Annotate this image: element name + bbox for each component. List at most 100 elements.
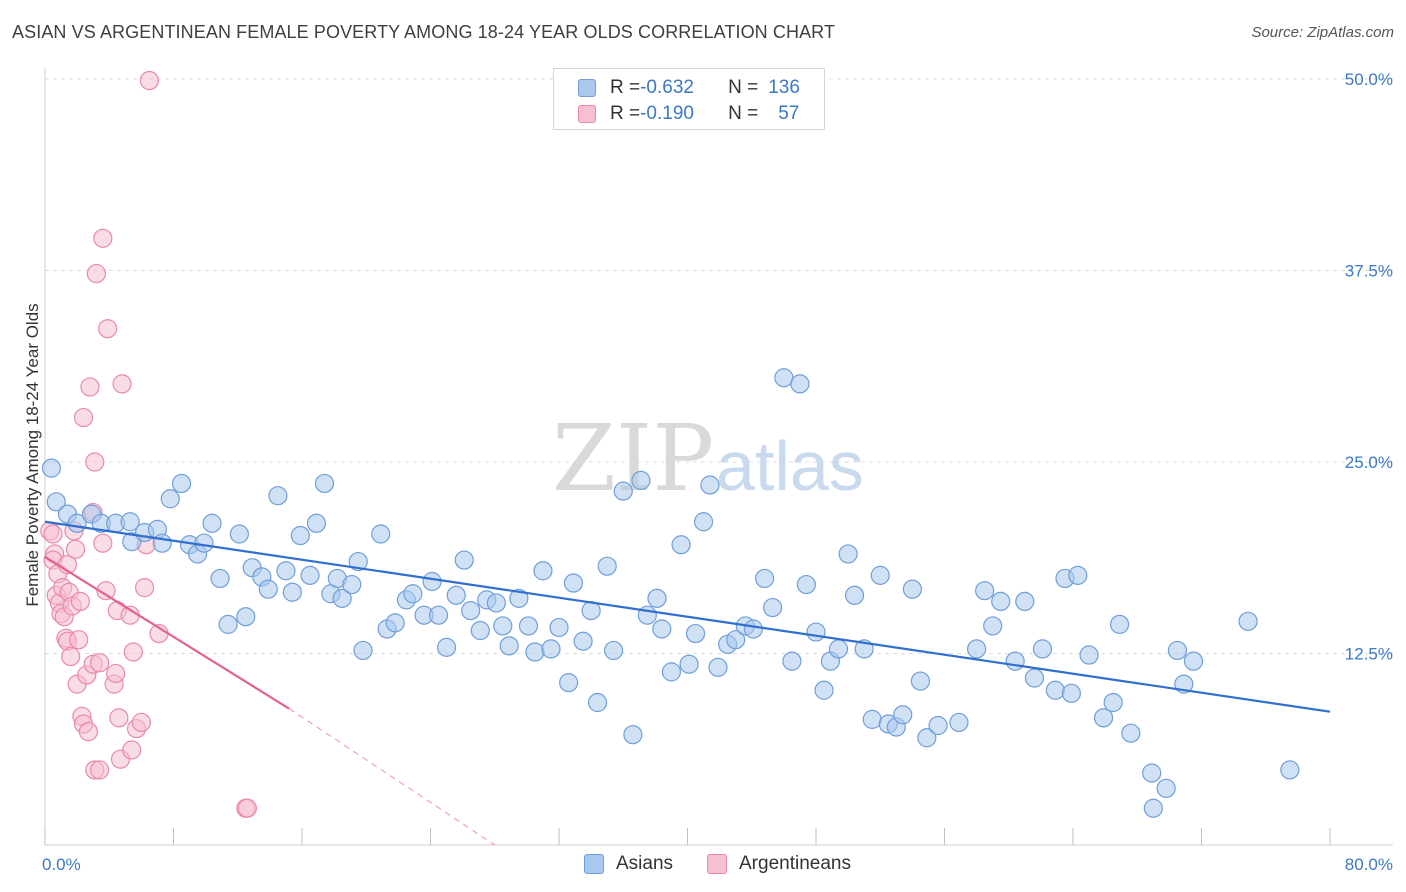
asians-point <box>348 551 368 572</box>
asians-point <box>533 561 553 581</box>
watermark-atlas: atlas <box>716 427 864 505</box>
argentineans-point <box>237 798 257 818</box>
y-tick-label: 50.0% <box>1345 70 1393 89</box>
argentineans-point <box>134 578 155 598</box>
asians-point <box>446 585 466 605</box>
bottom-legend-label: Argentineans <box>739 853 851 874</box>
asians-point <box>563 573 584 593</box>
bottom-legend-argentineans: Argentineans <box>707 852 851 876</box>
asians-point <box>902 579 922 599</box>
asians-point <box>928 715 948 736</box>
asians-point <box>371 524 391 544</box>
asians-point <box>623 725 643 745</box>
asians-point <box>671 535 691 555</box>
axes <box>44 68 1393 846</box>
asians-point <box>604 640 624 661</box>
asians-point <box>587 692 608 713</box>
asians-point <box>774 368 794 388</box>
argentineans-point <box>106 663 126 684</box>
watermark: ZIP atlas <box>552 405 864 512</box>
asians-point <box>1167 640 1188 661</box>
asians-point <box>300 565 320 585</box>
asians-point <box>268 486 288 506</box>
asians-point <box>1079 645 1099 665</box>
asians-point <box>893 705 913 725</box>
asians-point <box>202 513 222 533</box>
bottom-legend-swatch-asians <box>584 854 604 874</box>
y-tick-label: 37.5% <box>1345 262 1393 281</box>
asians-point <box>1061 683 1081 703</box>
asians-point <box>613 481 633 501</box>
argentineans-point <box>139 70 160 91</box>
asians-point <box>525 642 545 662</box>
asians-point <box>754 568 775 589</box>
argentineans-point <box>112 374 132 394</box>
asians-point <box>559 673 579 693</box>
argentineans-point <box>96 581 116 601</box>
argentineans-point <box>61 646 81 667</box>
asians-point <box>549 617 569 638</box>
legend-n-label: N = <box>728 103 759 124</box>
asians-point <box>1093 708 1114 728</box>
asians-point <box>949 712 969 733</box>
asians-point <box>1121 723 1141 743</box>
asians-point <box>499 636 519 656</box>
legend-r-value: -0.190 <box>640 103 694 124</box>
asians-point <box>1109 614 1130 634</box>
asians-point <box>870 565 890 585</box>
argentineans-point <box>86 263 107 284</box>
y-tick-label: 12.5% <box>1345 645 1393 664</box>
asians-point <box>726 630 746 650</box>
asians-point <box>461 601 481 621</box>
asians-point <box>679 654 699 674</box>
asians-point <box>652 619 672 639</box>
asians-point <box>763 597 783 618</box>
legend-r-value: -0.632 <box>640 77 694 98</box>
chart-title: ASIAN VS ARGENTINEAN FEMALE POVERTY AMON… <box>12 22 836 42</box>
bottom-legend-swatch-argentineans <box>707 854 727 874</box>
asians-point <box>862 709 882 729</box>
asians-point <box>838 544 858 564</box>
argentineans-point <box>98 319 118 339</box>
asians-point <box>229 524 249 544</box>
argentineans-point <box>90 653 110 673</box>
asians-point <box>160 489 180 509</box>
series-asians <box>41 368 1300 818</box>
asians-point <box>647 588 667 608</box>
asians-point <box>1068 565 1088 585</box>
source-label: Source: ZipAtlas.com <box>1251 24 1394 41</box>
y-tick-label: 25.0% <box>1345 453 1393 472</box>
asians-point <box>353 640 373 661</box>
x-tick-label: 80.0% <box>1345 855 1393 874</box>
asians-point <box>828 639 849 659</box>
asians-point <box>1238 611 1258 631</box>
argentineans-point <box>80 377 100 397</box>
legend-swatch-asians <box>578 79 596 97</box>
argentineans-point <box>78 722 98 742</box>
argentineans-point <box>123 642 143 662</box>
asians-point <box>258 579 278 599</box>
asians-point <box>493 616 513 636</box>
legend-r-label: R = <box>610 77 641 98</box>
asians-point <box>518 616 539 636</box>
asians-point <box>436 637 457 657</box>
asians-point <box>1103 692 1123 713</box>
asians-point <box>790 374 810 394</box>
watermark-zip: ZIP <box>552 405 714 512</box>
asians-point <box>403 584 423 604</box>
asians-point <box>171 473 192 494</box>
asians-point <box>796 574 816 595</box>
asians-point <box>454 550 474 570</box>
bottom-legend-asians: Asians <box>584 852 673 876</box>
asians-point <box>332 588 352 608</box>
asians-point <box>218 614 238 634</box>
argentineans-point <box>90 760 110 780</box>
asians-point <box>120 512 140 532</box>
argentineans-point <box>69 630 89 650</box>
asians-point <box>991 591 1011 612</box>
asians-point <box>967 639 987 659</box>
tick-labels: 12.5% 25.0% 37.5% 50.0% 0.0% 80.0% <box>42 70 1393 874</box>
asians-point <box>41 458 62 478</box>
asians-point <box>685 623 706 644</box>
legend-r-label: R = <box>610 103 641 124</box>
